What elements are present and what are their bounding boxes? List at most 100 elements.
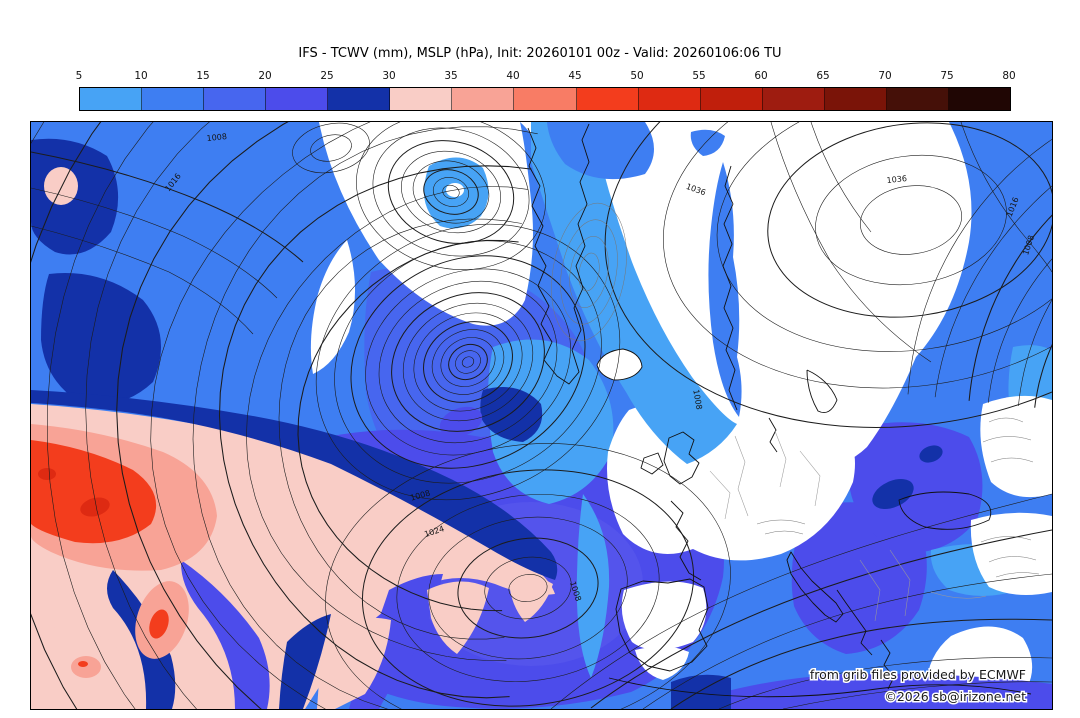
isobar-ring (365, 268, 571, 456)
isobar-ring (402, 302, 534, 422)
tcwv-region (872, 478, 914, 510)
colorbar-ticks: 5 10 15 20 25 30 35 40 45 50 55 60 65 70 75 80 (75, 70, 1016, 85)
tcwv-region (44, 167, 78, 205)
map-frame: 1008 1016 1036 1036 1016 1008 1008 1008 1024 1008… (30, 121, 1053, 710)
isobar-ring (442, 184, 460, 200)
isobar-ring (372, 127, 530, 257)
greece-coastline (880, 639, 895, 690)
attribution: from grib files provided by ECMWF ©2026 … (808, 666, 1027, 706)
isobar-ring (428, 516, 628, 660)
colorbar-segment (204, 88, 267, 110)
isobar-ring (396, 494, 660, 682)
mountain-terrain-contours (756, 417, 1040, 578)
isobar-rings-scandinavian-high (604, 122, 1052, 428)
coastlines (527, 123, 1032, 698)
dry-region (621, 581, 707, 650)
colorbar-segment (266, 88, 329, 110)
tcwv-region (41, 273, 161, 405)
tcwv-region (576, 494, 610, 678)
colorbar-tick-label: 60 (754, 70, 768, 82)
north-africa-coastline (608, 677, 1032, 698)
tcwv-region (531, 122, 737, 464)
tcwv-region (317, 617, 391, 709)
colorbar-tick-label: 15 (196, 70, 210, 82)
isobar-ring (310, 134, 352, 162)
dry-region (980, 395, 1052, 498)
colorbar-segment (328, 88, 391, 110)
isobar-ring (461, 356, 475, 368)
denmark-coastline (768, 417, 778, 453)
isobar-line (116, 122, 289, 709)
isobar-line (987, 258, 1052, 403)
isobar-ring (716, 122, 1052, 352)
isobar-line (968, 214, 1052, 401)
iberia-coastline (615, 578, 709, 672)
isobar-ring (412, 160, 490, 224)
isobar-line (150, 122, 371, 709)
isobar-ring (440, 337, 496, 387)
tcwv-region (509, 577, 553, 622)
colorbar-segment (576, 88, 639, 110)
colorbar-tick-label: 65 (816, 70, 830, 82)
isobar-ring (604, 122, 1052, 428)
tcwv-region (149, 609, 169, 639)
isobar-ring (508, 574, 548, 602)
isobar-ring (387, 140, 515, 244)
colorbar-segment (452, 88, 515, 110)
isobar-rings-polar-cyclone (356, 122, 546, 271)
tcwv-region (71, 656, 101, 678)
tcwv-region (488, 339, 614, 504)
colorbar-tick-label: 70 (878, 70, 892, 82)
colorbar-bar (79, 87, 1011, 111)
colorbar-tick-label: 30 (382, 70, 396, 82)
isobar-ring (334, 240, 602, 484)
isobar-line (278, 218, 522, 640)
isobar-ring (431, 329, 505, 395)
tcwv-region (279, 614, 331, 709)
colorbar-tick-label: 10 (134, 70, 148, 82)
tcwv-region (849, 422, 983, 553)
ireland-coastline (640, 452, 664, 475)
isobar-ring (315, 223, 621, 501)
pressure-label: 1008 (691, 389, 703, 411)
isobar-line (218, 165, 532, 699)
colorbar-tick-label: 75 (940, 70, 954, 82)
isobar-line (192, 126, 538, 709)
colorbar-segment (514, 88, 577, 110)
isobar-ring (457, 537, 599, 639)
tcwv-region (708, 162, 742, 417)
colorbar-tick-label: 35 (444, 70, 458, 82)
black-sea-coastline (898, 491, 992, 530)
uk-coastline (663, 431, 700, 485)
isobar-line (1018, 299, 1052, 407)
tcwv-region (31, 390, 558, 580)
isobar-rings-small-closed (292, 122, 370, 174)
isobar-ring (292, 122, 370, 174)
isobar-ring (391, 292, 545, 432)
isobar-ring (432, 177, 470, 207)
isobar-ring (767, 122, 1052, 318)
isobar-ring (413, 312, 523, 412)
isobar-ring (325, 443, 731, 709)
tcwv-region (439, 406, 483, 438)
norway-coastline (722, 165, 738, 411)
colorbar-tick-label: 55 (692, 70, 706, 82)
colorbar-tick-label: 25 (320, 70, 334, 82)
colorbar-segment (638, 88, 701, 110)
tcwv-region (671, 674, 731, 709)
colorbar-tick-label: 5 (75, 70, 83, 82)
colorbar-segment (824, 88, 887, 110)
isobar-ring (578, 252, 600, 292)
tcwv-region (80, 497, 110, 517)
isobar-ring (448, 343, 488, 381)
isobar-ring (455, 350, 481, 374)
france-coastline (670, 500, 702, 581)
isobar-ring (423, 321, 513, 403)
isobar-ring (401, 150, 501, 234)
isobar-ring (361, 469, 695, 707)
isobar-line (934, 185, 1052, 398)
tcwv-region (480, 387, 543, 442)
isobar-ring (569, 236, 609, 308)
colorbar-tick-label: 40 (506, 70, 520, 82)
colorbar: 5 10 15 20 25 30 35 40 45 50 55 60 65 70 75 80 (75, 70, 1016, 111)
